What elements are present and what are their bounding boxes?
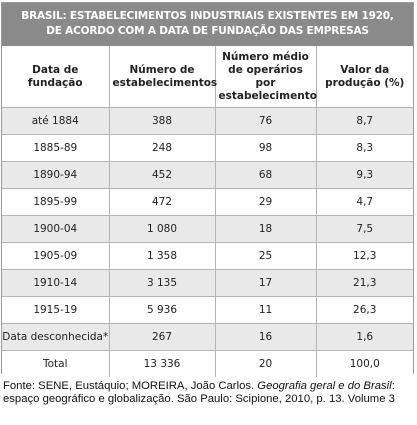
table-row: 1885-89 248 98 8,3: [2, 134, 413, 162]
table-total-row: Total 13 336 20 100,0: [2, 350, 413, 377]
cell-avg-workers: 29: [215, 188, 317, 216]
table-row: Data desconhecida* 267 16 1,6: [2, 323, 413, 351]
table-title-line-1: BRASIL: ESTABELECIMENTOS INDUSTRIAIS EXI…: [21, 10, 394, 22]
header-production-value: Valor da produção (%): [316, 46, 413, 108]
data-table-frame: BRASIL: ESTABELECIMENTOS INDUSTRIAIS EXI…: [1, 2, 414, 377]
cell-avg-workers: 68: [215, 161, 317, 189]
cell-establishments: 5 936: [109, 296, 216, 324]
cell-production-value: 1,6: [316, 323, 413, 351]
header-avg-workers: Número médio de operários por estabeleci…: [215, 46, 317, 108]
header-founding-date: Data de fundação: [2, 46, 110, 108]
cell-avg-workers: 17: [215, 269, 317, 297]
cell-founding-date: até 1884: [2, 107, 110, 135]
cell-founding-date: 1910-14: [2, 269, 110, 297]
cell-production-value: 9,3: [316, 161, 413, 189]
cell-avg-workers: 98: [215, 134, 317, 162]
table-row: 1890-94 452 68 9,3: [2, 161, 413, 189]
cell-production-value: 21,3: [316, 269, 413, 297]
cell-establishments: 3 135: [109, 269, 216, 297]
cell-avg-workers: 25: [215, 242, 317, 270]
cell-establishments: 1 080: [109, 215, 216, 243]
cell-establishments: 472: [109, 188, 216, 216]
header-row: Data de fundação Número de estabelecimen…: [2, 46, 413, 108]
cell-production-value: 7,5: [316, 215, 413, 243]
table-title: BRASIL: ESTABELECIMENTOS INDUSTRIAIS EXI…: [2, 3, 413, 46]
source-citation: Fonte: SENE, Eustáquio; MOREIRA, João Ca…: [3, 380, 415, 407]
cell-establishments: 388: [109, 107, 216, 135]
cell-production-value: 8,7: [316, 107, 413, 135]
table-row: 1910-14 3 135 17 21,3: [2, 269, 413, 297]
table-row: 1895-99 472 29 4,7: [2, 188, 413, 216]
cell-production-value: 100,0: [316, 350, 413, 377]
table-row: até 1884 388 76 8,7: [2, 107, 413, 135]
table-row: 1905-09 1 358 25 12,3: [2, 242, 413, 270]
table-row: 1915-19 5 936 11 26,3: [2, 296, 413, 324]
cell-avg-workers: 18: [215, 215, 317, 243]
cell-establishments: 267: [109, 323, 216, 351]
cell-founding-date: 1900-04: [2, 215, 110, 243]
cell-founding-date: 1885-89: [2, 134, 110, 162]
table-title-line-2: DE ACORDO COM A DATA DE FUNDAÇÃO DAS EMP…: [46, 25, 369, 37]
cell-founding-date: Data desconhecida*: [2, 323, 110, 351]
table-row: 1900-04 1 080 18 7,5: [2, 215, 413, 243]
cell-founding-date: 1895-99: [2, 188, 110, 216]
establishments-table: Data de fundação Número de estabelecimen…: [2, 46, 413, 377]
header-establishments: Número de estabelecimentos: [109, 46, 217, 108]
cell-avg-workers: 16: [215, 323, 317, 351]
cell-avg-workers: 20: [215, 350, 317, 377]
cell-establishments: 452: [109, 161, 216, 189]
cell-founding-date: 1915-19: [2, 296, 110, 324]
cell-founding-date: 1905-09: [2, 242, 110, 270]
source-prefix: Fonte: SENE, Eustáquio; MOREIRA, João Ca…: [3, 380, 258, 392]
cell-production-value: 8,3: [316, 134, 413, 162]
cell-avg-workers: 11: [215, 296, 317, 324]
cell-establishments: 248: [109, 134, 216, 162]
source-suffix: : espaço geográfico e globalização. São …: [3, 380, 395, 406]
cell-production-value: 12,3: [316, 242, 413, 270]
cell-founding-date: Total: [2, 350, 110, 377]
cell-establishments: 13 336: [109, 350, 216, 377]
cell-establishments: 1 358: [109, 242, 216, 270]
cell-production-value: 26,3: [316, 296, 413, 324]
cell-avg-workers: 76: [215, 107, 317, 135]
cell-production-value: 4,7: [316, 188, 413, 216]
cell-founding-date: 1890-94: [2, 161, 110, 189]
source-book-title: Geografia geral e do Brasil: [257, 380, 392, 392]
